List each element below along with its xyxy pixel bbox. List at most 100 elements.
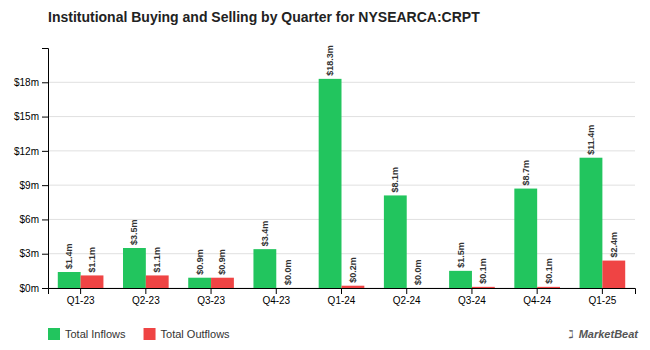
data-label: $0.0m [283, 259, 293, 285]
x-tick-label: Q1-25 [588, 295, 616, 306]
bar [580, 158, 603, 288]
x-tick-label: Q4-23 [262, 295, 290, 306]
data-label: $8.1m [390, 167, 400, 193]
data-label: $0.0m [413, 259, 423, 285]
x-tick-mark [211, 288, 212, 294]
legend-item: Total Outflows [144, 328, 231, 340]
bar [342, 286, 365, 288]
x-tick-mark [471, 288, 472, 294]
x-tick-label: Q4-24 [523, 295, 551, 306]
x-tick-label: Q1-23 [67, 295, 95, 306]
bar [537, 287, 560, 288]
x-tick-label: Q2-23 [132, 295, 160, 306]
y-axis: $0m $3m $6m $9m $12m $15m $18m [14, 49, 49, 294]
y-axis-line [42, 49, 49, 289]
x-tick-mark [276, 288, 277, 294]
data-label: $3.5m [129, 219, 139, 245]
y-tick-mark [42, 254, 48, 255]
x-tick: Q1-24 [328, 288, 356, 306]
bar [253, 249, 276, 288]
bar [602, 261, 625, 288]
bar [146, 275, 169, 288]
bar [449, 271, 472, 288]
x-tick-label: Q3-23 [197, 295, 225, 306]
y-tick-mark [42, 117, 48, 118]
y-tick-label: $3m [20, 248, 39, 259]
y-tick-mark [42, 185, 48, 186]
legend-swatch [144, 328, 156, 340]
x-tick: Q3-23 [197, 288, 225, 306]
y-tick-label: $18m [14, 77, 39, 88]
title: Institutional Buying and Selling by Quar… [48, 9, 480, 25]
data-label: $0.9m [217, 249, 227, 275]
x-axis: Q1-23 Q2-23 Q3-23 Q4-23 Q1-24 Q2-24 Q3-24 Q4-24… [49, 288, 636, 306]
data-label: $3.4m [260, 221, 270, 247]
bar [188, 278, 211, 288]
y-tick-label: $0m [20, 283, 39, 294]
bar [58, 272, 81, 288]
x-tick: Q4-24 [523, 288, 551, 306]
legend: Total Inflows Total Outflows [48, 328, 230, 340]
data-label: $0.2m [348, 257, 358, 283]
y-tick: $9m [20, 180, 48, 191]
legend-swatch [48, 328, 60, 340]
bar [319, 79, 342, 288]
x-tick-mark [145, 288, 146, 294]
plot: $1.4m $3.5m $0.9m $3.4m $18.3m $8.1m $1.5m $8.7… [14, 45, 636, 306]
y-tick: $6m [20, 214, 48, 225]
data-label: $1.4m [64, 243, 74, 269]
y-tick: $3m [20, 248, 48, 259]
y-tick: $0m [20, 283, 48, 294]
bar [407, 288, 430, 289]
y-tick-label: $9m [20, 180, 39, 191]
y-tick-label: $15m [14, 111, 39, 122]
y-tick-label: $6m [20, 214, 39, 225]
bar [472, 287, 495, 288]
bar [276, 288, 299, 289]
x-tick-mark [406, 288, 407, 294]
data-label: $18.3m [325, 45, 335, 76]
y-tick-mark [42, 288, 48, 289]
x-tick: Q3-24 [458, 288, 486, 306]
bars [58, 79, 625, 288]
data-label: $0.9m [195, 249, 205, 275]
bar-series [58, 79, 603, 288]
y-tick-mark [42, 151, 48, 152]
bar [123, 248, 146, 288]
data-label: $0.1m [478, 258, 488, 284]
data-label: $0.1m [544, 258, 554, 284]
legend-item: Total Inflows [48, 328, 126, 340]
annotation: ℷ [569, 328, 574, 340]
x-axis-line [49, 289, 636, 295]
data-label: $2.4m [609, 232, 619, 258]
annotation: MarketBeat [579, 328, 640, 340]
y-tick: $12m [14, 146, 48, 157]
x-tick-label: Q3-24 [458, 295, 486, 306]
bar [384, 195, 407, 288]
bar [211, 278, 234, 288]
bar [514, 189, 537, 288]
x-tick-mark [602, 288, 603, 294]
data-label: $8.7m [521, 160, 531, 186]
legend-label: Total Outflows [161, 328, 231, 340]
x-tick: Q2-23 [132, 288, 160, 306]
data-label: $1.5m [456, 242, 466, 268]
x-tick: Q4-23 [262, 288, 290, 306]
x-tick-mark [341, 288, 342, 294]
y-tick: $15m [14, 111, 48, 122]
data-labels: $1.4m $3.5m $0.9m $3.4m $18.3m $8.1m $1.5m $8.7… [64, 45, 619, 285]
legend-label: Total Inflows [65, 328, 126, 340]
x-tick-mark [537, 288, 538, 294]
x-tick: Q1-23 [67, 288, 95, 306]
x-tick-label: Q2-24 [393, 295, 421, 306]
chart: $1.4m $3.5m $0.9m $3.4m $18.3m $8.1m $1.5m $8.7… [0, 0, 650, 350]
y-tick: $18m [14, 77, 48, 88]
y-tick-label: $12m [14, 146, 39, 157]
data-label: $11.4m [586, 125, 596, 155]
data-label: $1.1m [152, 247, 162, 273]
x-tick: Q1-25 [588, 288, 616, 306]
bar [81, 275, 104, 288]
watermark: MarketBeat ℷ [569, 328, 640, 340]
x-tick: Q2-24 [393, 288, 421, 306]
y-tick-mark [42, 219, 48, 220]
